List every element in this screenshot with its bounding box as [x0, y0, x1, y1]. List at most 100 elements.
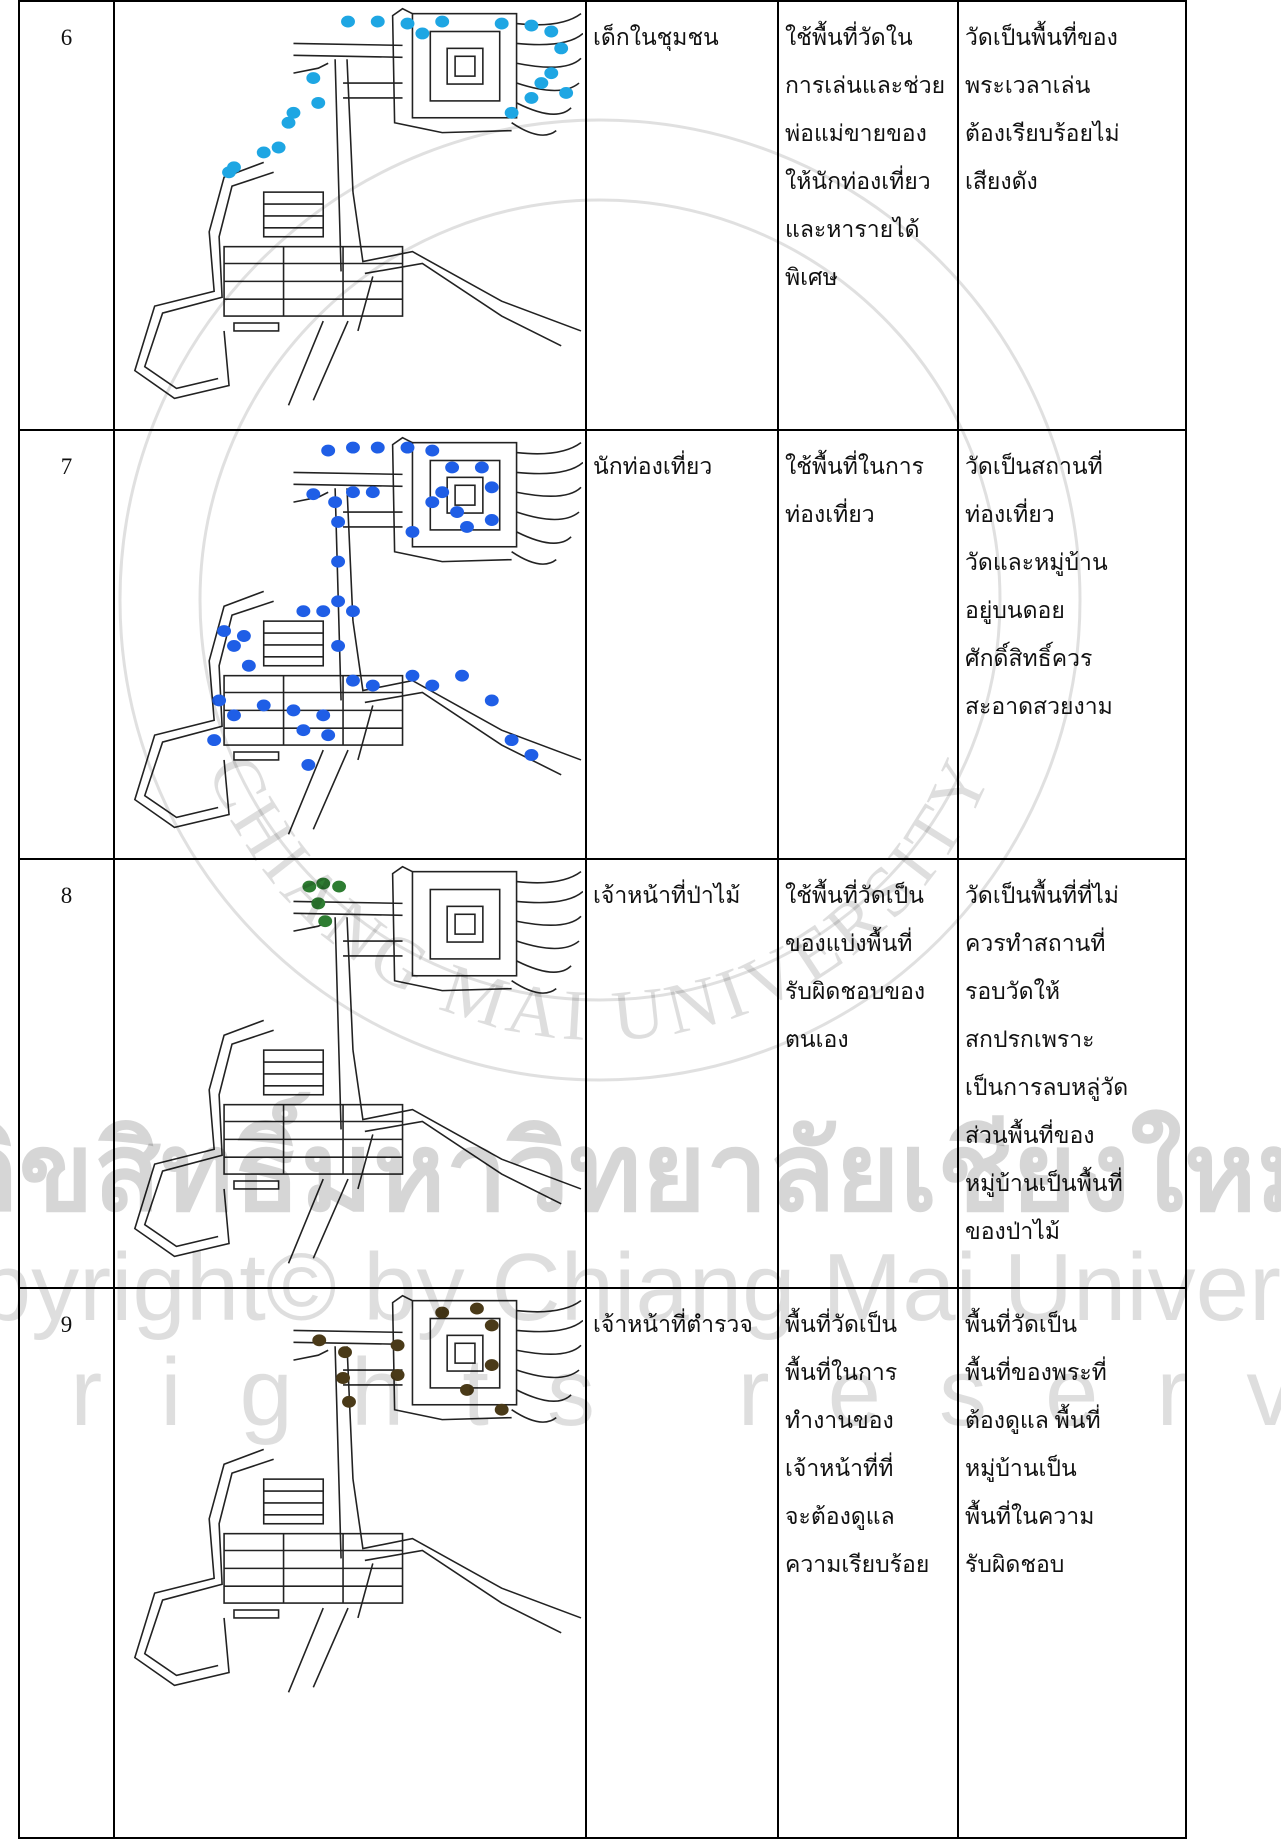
map-marker	[341, 15, 355, 28]
map-marker	[554, 42, 569, 55]
map-marker	[321, 729, 336, 742]
use-cell: ใช้พื้นที่วัดใน การเล่นและช่วย พ่อแม่ขายขอ…	[777, 0, 959, 431]
map-marker	[331, 555, 346, 568]
map-marker	[286, 106, 301, 119]
map-marker	[390, 1369, 405, 1381]
number-cell: 7	[18, 429, 115, 860]
cell-line: ทำงานของ	[785, 1408, 894, 1433]
map-marker	[415, 27, 430, 40]
cell-line: วัดเป็นพื้นที่ที่ไม่	[965, 883, 1119, 908]
map-marker	[296, 724, 311, 737]
map-marker	[316, 709, 331, 722]
map-marker	[212, 694, 227, 707]
map	[134, 7, 583, 407]
map-marker	[222, 166, 236, 179]
cell-line: รับผิดชอบ	[965, 1552, 1065, 1577]
map-marker	[494, 1403, 509, 1416]
map-marker	[400, 17, 415, 30]
map-marker	[435, 15, 450, 28]
cell-line: พ่อแม่ขายของ	[785, 121, 927, 146]
cell-line: วัดเป็นสถานที่	[965, 454, 1103, 479]
map-marker	[296, 605, 311, 618]
cell-line: เจ้าหน้าที่ตำรวจ	[593, 1312, 753, 1337]
map-cell	[113, 1287, 587, 1839]
map-marker	[544, 67, 559, 80]
view-cell: วัดเป็นพื้นที่ของ พระเวลาเล่น ต้องเรียบร้อ…	[957, 0, 1187, 431]
map-marker	[534, 77, 549, 90]
map-marker	[544, 25, 559, 38]
map-marker	[306, 72, 321, 85]
cell-line: ท่องเที่ยว	[785, 502, 875, 527]
map-marker	[311, 897, 326, 910]
cell-line: ให้นักท่องเที่ยว	[785, 169, 931, 194]
map-marker	[316, 877, 331, 890]
map-marker	[346, 605, 360, 618]
map-marker	[390, 1339, 405, 1352]
cell-line: พิเศษ	[785, 265, 838, 290]
map-marker	[425, 496, 440, 509]
map-marker	[318, 915, 333, 928]
cell-line: เสียงดัง	[965, 169, 1038, 194]
cell-line: รับผิดชอบของ	[785, 979, 926, 1004]
map-marker	[281, 116, 296, 129]
map-marker	[207, 734, 222, 747]
cell-line: ส่วนพื้นที่ของ	[965, 1123, 1095, 1148]
cell-line: วัดและหมู่บ้าน	[965, 550, 1108, 575]
table-row: 9 เจ้าหน้าที่ตำรวจ พื้นที่วัดเป็นพื้นที่ใน…	[18, 1287, 1187, 1839]
cell-line: 8	[60, 883, 73, 908]
cell-line: พื้นที่ของพระที่	[965, 1360, 1107, 1385]
cell-line: นักท่องเที่ยว	[593, 454, 713, 479]
map-marker	[370, 15, 385, 28]
cell-line: ของป่าไม้	[965, 1219, 1061, 1244]
view-cell: พื้นที่วัดเป็น พื้นที่ของพระที่ ต้องดูแล พ…	[957, 1287, 1187, 1839]
map-marker	[302, 880, 317, 893]
cell-line: วัดเป็นพื้นที่ของ	[965, 25, 1118, 50]
map-base	[134, 436, 583, 836]
table-row: 6 เด็กในชุมชน ใช้พื้นที่วัดใน การเล่นและช่ว…	[18, 0, 1187, 431]
cell-line: ตนเอง	[785, 1027, 849, 1052]
map-marker	[316, 605, 331, 618]
map-marker	[484, 514, 499, 526]
map-marker	[425, 444, 440, 457]
cell-line: เจ้าหน้าที่ป่าไม้	[593, 883, 741, 908]
map-marker	[484, 481, 499, 494]
cell-line: สกปรกเพราะ	[965, 1027, 1095, 1052]
map-marker	[332, 880, 347, 893]
group-cell: เจ้าหน้าที่ตำรวจ	[585, 1287, 779, 1839]
map-marker	[405, 525, 420, 538]
cell-line: ต้องเรียบร้อยไม่	[965, 121, 1120, 146]
map-marker	[484, 1319, 499, 1332]
cell-line: พื้นที่ในการ	[785, 1360, 898, 1385]
cell-line: หมู่บ้านเป็น	[965, 1456, 1077, 1481]
map-marker	[227, 709, 241, 722]
map-marker	[445, 461, 460, 474]
cell-line: ท่องเที่ยว	[965, 502, 1055, 527]
map-marker	[504, 106, 519, 119]
map-marker	[306, 488, 321, 501]
map-marker	[256, 146, 271, 159]
map-marker	[484, 694, 499, 707]
cell-line: ใช้พื้นที่วัดใน	[785, 25, 913, 50]
map-marker	[370, 441, 385, 454]
map-marker	[271, 141, 286, 154]
table-row: 7 นักท่องเที่ยว ใช้พื้นที่ในการ ท่องเที่ยวว…	[18, 429, 1187, 860]
map-marker	[312, 1334, 327, 1347]
number-cell: 8	[18, 858, 115, 1289]
map-marker	[336, 1372, 350, 1384]
use-cell: ใช้พื้นที่วัดเป็น ของแบ่งพื้นที่ รับผิดชอบ…	[777, 858, 959, 1289]
group-cell: เด็กในชุมชน	[585, 0, 779, 431]
cell-line: และหารายได้	[785, 217, 920, 242]
map-marker	[217, 625, 232, 637]
cell-line: สะอาดสวยงาม	[965, 694, 1113, 719]
cell-line: ควรทำสถานที่	[965, 931, 1106, 956]
table: 6 เด็กในชุมชน ใช้พื้นที่วัดใน การเล่นและช่ว…	[18, 0, 1187, 1839]
cell-line: 9	[60, 1312, 73, 1337]
cell-line: รอบวัดให้	[965, 979, 1061, 1004]
map-base	[134, 1294, 583, 1694]
cell-line: พื้นที่วัดเป็น	[785, 1312, 898, 1337]
cell-line: 7	[60, 454, 73, 479]
map-marker	[331, 516, 346, 528]
map	[134, 1294, 583, 1694]
cell-line: 6	[60, 25, 73, 50]
